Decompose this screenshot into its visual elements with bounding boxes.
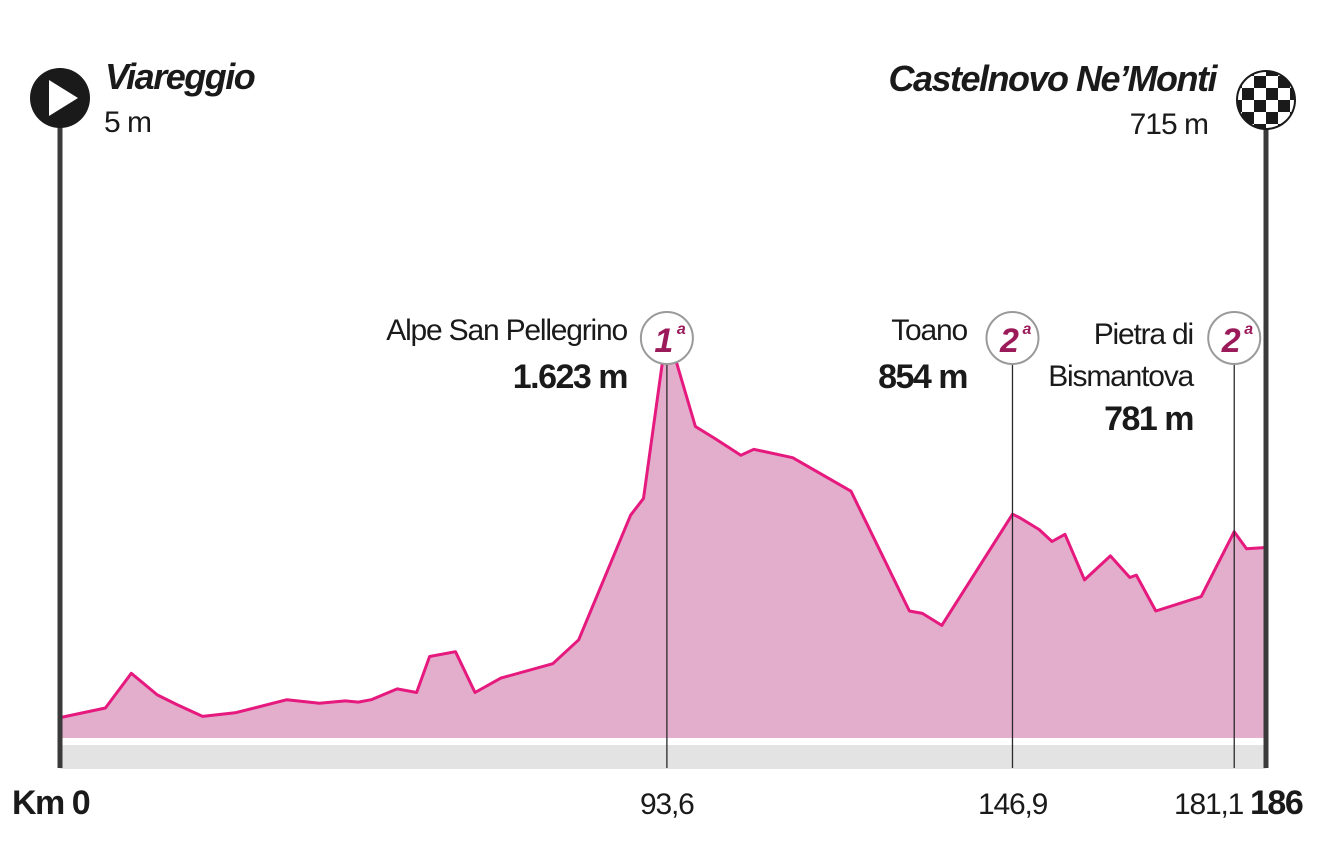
- flag-square: [1254, 112, 1266, 124]
- finish-altitude: 715 m: [1129, 108, 1209, 141]
- badge-circle: [1207, 311, 1262, 365]
- climb-altitude: 1.623 m: [512, 358, 629, 396]
- climb-name: Pietra di Bismantova: [1048, 318, 1194, 393]
- play-icon: [30, 68, 90, 128]
- badge-suffix-text: a: [677, 321, 686, 338]
- climb-altitude: 781 m: [1104, 400, 1194, 438]
- ground-band-top: [60, 738, 1266, 745]
- badge-suffix-text: a: [1022, 321, 1031, 338]
- flag-square: [1254, 88, 1266, 100]
- flag-square: [1266, 76, 1278, 88]
- finish-name: Castelnovo Ne’Monti: [888, 58, 1217, 99]
- climb-altitude: 854 m: [878, 358, 968, 396]
- flag-square: [1254, 72, 1266, 76]
- km-prefix: Km: [12, 784, 65, 822]
- badge-category-text: 2: [1221, 322, 1241, 360]
- badge-circle: [639, 311, 694, 365]
- start-altitude: 5 m: [104, 106, 152, 139]
- climb-name: Alpe San Pellegrino: [386, 314, 628, 347]
- tick-label: 146,9: [978, 788, 1048, 821]
- ground-band: [60, 741, 1266, 769]
- flag-square: [1238, 72, 1242, 76]
- badge-suffix-text: a: [1244, 321, 1253, 338]
- flag-square: [1278, 88, 1290, 100]
- start-name: Viareggio: [105, 56, 256, 97]
- tick-label: 93,6: [640, 788, 695, 821]
- tick-label: 181,1: [1174, 788, 1244, 821]
- elevation-line: [59, 328, 1267, 720]
- flag-square: [1238, 88, 1242, 100]
- km-start-label: Km 0: [12, 784, 91, 823]
- flag-square: [1290, 100, 1294, 112]
- climb-name: Toano: [891, 314, 968, 347]
- flag-square: [1242, 100, 1254, 112]
- badge-category-text: 2: [999, 322, 1019, 360]
- elevation-area: [60, 329, 1266, 741]
- badge-category-text: 1: [654, 322, 673, 360]
- tick-label: 186: [1250, 784, 1304, 822]
- flag-square: [1266, 100, 1278, 112]
- badge-circle: [985, 311, 1040, 365]
- flag-square: [1290, 124, 1294, 128]
- tick-label: 0: [71, 784, 91, 822]
- checkered-flag-icon: [1236, 70, 1296, 130]
- flag-square: [1266, 124, 1278, 128]
